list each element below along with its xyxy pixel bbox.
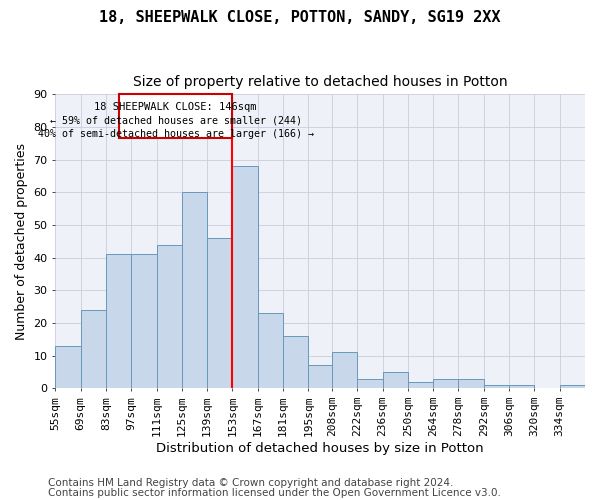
- Bar: [509, 385, 535, 388]
- Text: 18 SHEEPWALK CLOSE: 146sqm: 18 SHEEPWALK CLOSE: 146sqm: [94, 102, 257, 113]
- Bar: [308, 366, 334, 388]
- Bar: [232, 166, 258, 388]
- Bar: [80, 310, 106, 388]
- Text: Contains HM Land Registry data © Crown copyright and database right 2024.: Contains HM Land Registry data © Crown c…: [48, 478, 454, 488]
- Text: ← 59% of detached houses are smaller (244): ← 59% of detached houses are smaller (24…: [50, 116, 302, 126]
- Bar: [182, 192, 207, 388]
- Bar: [283, 336, 308, 388]
- Title: Size of property relative to detached houses in Potton: Size of property relative to detached ho…: [133, 75, 508, 89]
- FancyBboxPatch shape: [119, 94, 232, 138]
- Bar: [357, 378, 383, 388]
- Text: Contains public sector information licensed under the Open Government Licence v3: Contains public sector information licen…: [48, 488, 501, 498]
- Bar: [408, 382, 433, 388]
- Bar: [258, 313, 283, 388]
- Bar: [55, 346, 80, 389]
- Bar: [106, 254, 131, 388]
- Text: 40% of semi-detached houses are larger (166) →: 40% of semi-detached houses are larger (…: [38, 128, 314, 138]
- Text: 18, SHEEPWALK CLOSE, POTTON, SANDY, SG19 2XX: 18, SHEEPWALK CLOSE, POTTON, SANDY, SG19…: [99, 10, 501, 25]
- Bar: [207, 238, 232, 388]
- Bar: [157, 244, 182, 388]
- Bar: [433, 378, 458, 388]
- Bar: [131, 254, 157, 388]
- Bar: [560, 385, 585, 388]
- Bar: [458, 378, 484, 388]
- Bar: [332, 352, 357, 388]
- Y-axis label: Number of detached properties: Number of detached properties: [15, 143, 28, 340]
- Bar: [383, 372, 408, 388]
- Bar: [484, 385, 509, 388]
- X-axis label: Distribution of detached houses by size in Potton: Distribution of detached houses by size …: [157, 442, 484, 455]
